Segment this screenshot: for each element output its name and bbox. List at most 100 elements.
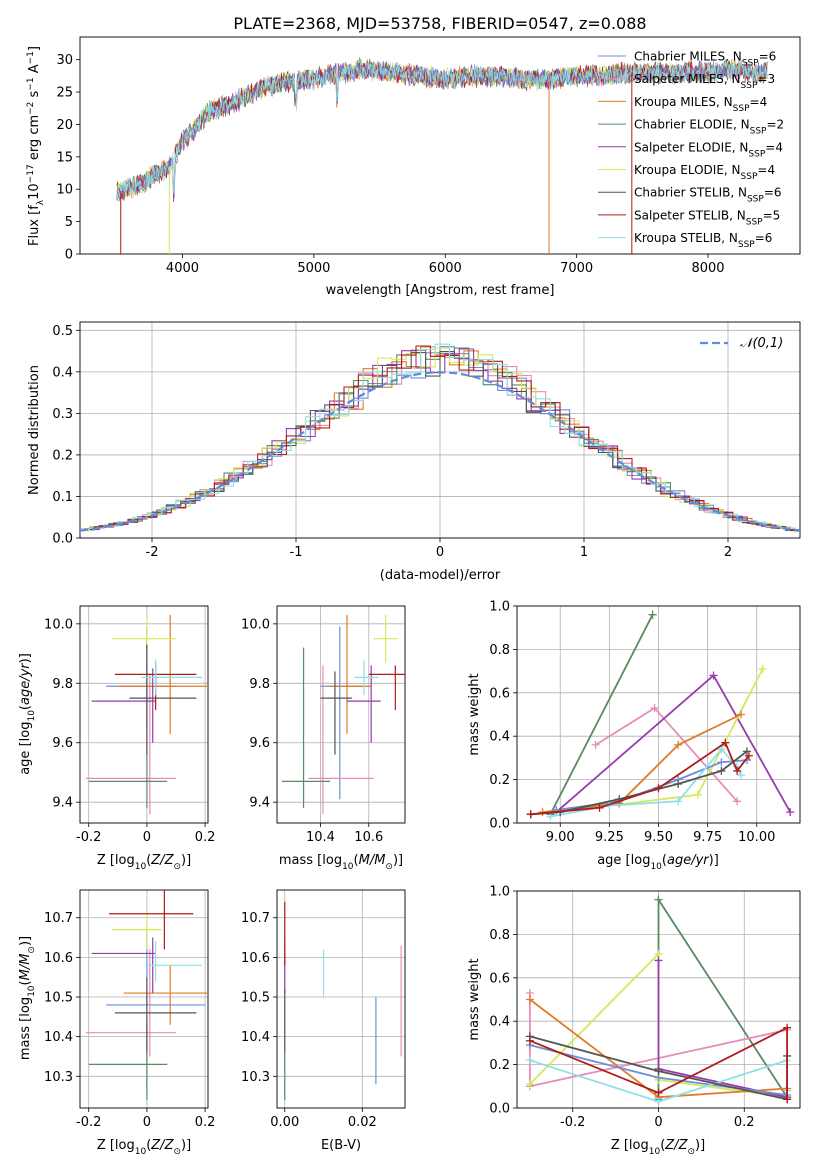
- y-tick-label: 0.4: [489, 1015, 510, 1030]
- axes-frame: [516, 605, 801, 824]
- histograms: [80, 343, 800, 533]
- spectrum-lines: [116, 56, 768, 254]
- x-tick-label: 0: [143, 830, 151, 845]
- weight-marker: [721, 738, 730, 747]
- weight_vs_Z-axes: -0.2 0 0.2 0.0 0.2 0.4 0.6 0.8 1.0: [489, 885, 801, 1130]
- weight-marker: [737, 710, 746, 719]
- weight-marker: [737, 771, 746, 780]
- x-axis-label: E(B-V): [321, 1138, 361, 1153]
- mass_vs_ebv-axes: 0.00 0.02 10.3 10.4 10.5 10.6 10.7: [241, 889, 406, 1130]
- x-axis-label: (data-model)/error: [380, 568, 501, 583]
- x-axis-label: Z [log10(Z/Z⊙)]: [97, 853, 191, 872]
- weight-marker: [525, 1036, 534, 1045]
- weight-line: [549, 614, 654, 815]
- axes-frame: [276, 605, 406, 824]
- weight-marker: [654, 1067, 663, 1076]
- y-tick-label: 20: [56, 118, 73, 133]
- weight-marker: [654, 1097, 663, 1106]
- x-tick-label: 0.00: [270, 1115, 299, 1130]
- y-tick-label: 0.6: [489, 686, 510, 701]
- x-tick-label: 10.4: [306, 830, 335, 845]
- x-tick-label: 0: [436, 545, 444, 560]
- x-tick-label: 10.00: [738, 830, 775, 845]
- x-tick-label: 6000: [429, 261, 462, 276]
- weight_vs_age-lines: [526, 610, 795, 821]
- x-tick-label: 0: [143, 1115, 151, 1130]
- x-tick-label: 10.6: [354, 830, 383, 845]
- legend-label: Chabrier MILES, NSSP=6: [634, 50, 776, 69]
- y-axis-label: Flux [fλ10−17 erg cm−2 s−1 A−1]: [26, 46, 46, 246]
- y-tick-label: 0.0: [489, 1102, 510, 1117]
- y-tick-label: 0.0: [489, 817, 510, 832]
- y-axis-label: mass [log10(M/M⊙)]: [18, 936, 37, 1060]
- residuals-axes: -2 -1 0 1 2 0.0 0.1 0.2 0.3 0.4 0.5: [52, 321, 801, 560]
- y-tick-label: 10.6: [44, 951, 73, 966]
- weight-marker: [742, 747, 751, 756]
- y-tick-label: 5: [65, 215, 73, 230]
- y-tick-label: 10.5: [44, 991, 73, 1006]
- x-tick-label: 4000: [166, 261, 199, 276]
- weight-marker: [717, 766, 726, 775]
- mass_vs_Z-axes: -0.2 0 0.2 10.3 10.4 10.5 10.6 10.7: [44, 889, 216, 1130]
- weight-marker: [674, 797, 683, 806]
- normal-curve: [80, 371, 800, 532]
- age_vs_Z-errorbars: [85, 614, 208, 815]
- weight-line: [529, 1026, 788, 1100]
- legend-label: Chabrier ELODIE, NSSP=2: [634, 118, 784, 137]
- y-tick-label: 0.5: [52, 324, 73, 339]
- y-tick-label: 10.7: [241, 911, 270, 926]
- weight-marker: [733, 766, 742, 775]
- y-tick-label: 10.4: [241, 1030, 270, 1045]
- weight-marker: [648, 610, 657, 619]
- weight-marker: [654, 956, 663, 965]
- y-tick-label: 0.0: [52, 532, 73, 547]
- histogram-series: [80, 345, 800, 531]
- histogram-series: [80, 348, 800, 532]
- weight-marker: [526, 810, 535, 819]
- x-tick-label: 0.2: [195, 1115, 216, 1130]
- legend-label: Salpeter ELODIE, NSSP=4: [634, 140, 783, 159]
- x-tick-label: 0: [654, 1115, 662, 1130]
- histogram-series: [80, 355, 800, 532]
- weight_vs_age-axes: 9.00 9.25 9.50 9.75 10.00 0.0 0.2 0.4 0.6 0.8 1.0: [489, 600, 801, 845]
- weight-marker: [654, 895, 663, 904]
- weight_vs_Z-lines: [525, 895, 792, 1106]
- y-tick-label: 10.3: [241, 1070, 270, 1085]
- axes-frame: [79, 605, 209, 824]
- y-tick-label: 9.8: [52, 677, 73, 692]
- legend-label: Kroupa MILES, NSSP=4: [634, 95, 767, 114]
- y-tick-label: 1.0: [489, 600, 510, 615]
- weight-marker: [525, 1056, 534, 1065]
- weight-marker: [591, 740, 600, 749]
- y-axis-label: age [log10(age/yr)]: [18, 653, 37, 775]
- weight-line: [555, 673, 791, 813]
- y-tick-label: 9.6: [249, 736, 270, 751]
- weight-marker: [654, 1088, 663, 1097]
- age_vs_mass-errorbars: [281, 614, 405, 815]
- weight-marker: [693, 790, 702, 799]
- y-tick-label: 10: [56, 183, 73, 198]
- y-tick-label: 9.4: [52, 796, 73, 811]
- y-tick-label: 10.3: [44, 1070, 73, 1085]
- mass_vs_ebv-errorbars: [284, 901, 402, 1101]
- y-tick-label: 9.4: [249, 796, 270, 811]
- x-tick-label: 9.25: [595, 830, 624, 845]
- axes-frame: [79, 36, 801, 255]
- legend: Chabrier MILES, NSSP=6 Salpeter MILES, NS…: [598, 50, 784, 250]
- y-tick-label: 10.6: [241, 951, 270, 966]
- y-tick-label: 0.3: [52, 407, 73, 422]
- y-tick-label: 0.4: [489, 730, 510, 745]
- weight-line: [657, 960, 788, 1099]
- mass_vs_Z-errorbars: [85, 890, 208, 1101]
- x-tick-label: -0.2: [76, 830, 101, 845]
- legend-label: Chabrier STELIB, NSSP=6: [634, 186, 782, 205]
- weight-marker: [650, 703, 659, 712]
- x-axis-label: mass [log10(M/M⊙)]: [279, 853, 403, 872]
- x-axis-label: wavelength [Angstrom, rest frame]: [326, 283, 555, 298]
- age_vs_mass-axes: 10.4 10.6 9.4 9.6 9.8 10.0: [241, 605, 406, 845]
- x-tick-label: 2: [724, 545, 732, 560]
- weight-marker: [525, 1080, 534, 1089]
- y-tick-label: 10.4: [44, 1030, 73, 1045]
- y-tick-label: 1.0: [489, 885, 510, 900]
- y-tick-label: 0.8: [489, 928, 510, 943]
